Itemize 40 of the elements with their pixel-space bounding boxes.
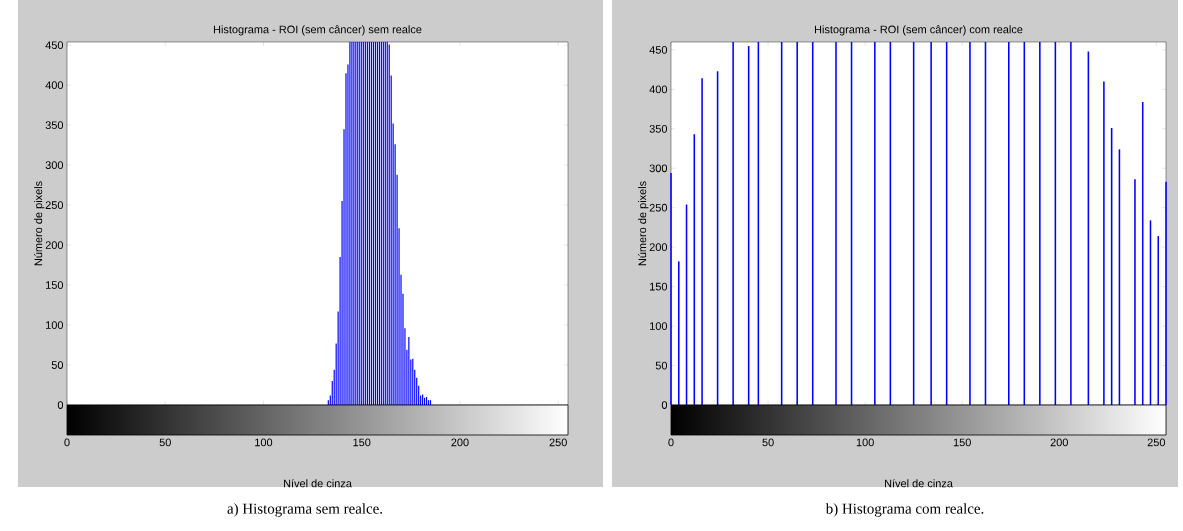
- y-tick-label: 50: [51, 361, 64, 369]
- y-tick-label: 150: [650, 282, 668, 291]
- y-tick-label: 250: [649, 203, 668, 212]
- y-tick-label: 100: [650, 322, 668, 330]
- y-tick-label: 400: [45, 81, 64, 90]
- y-axis-title: Número de pixels: [638, 181, 649, 266]
- x-tick-label: 150: [953, 438, 971, 447]
- y-tick-label: 200: [649, 243, 668, 252]
- chart-title: Histograma - ROI (sem câncer) sem realce: [213, 25, 422, 36]
- x-tick-label: 200: [1050, 438, 1068, 447]
- x-tick-label: 200: [451, 438, 469, 447]
- x-axis-title: Nível de cinza: [284, 479, 352, 488]
- y-tick-label: 50: [655, 361, 668, 370]
- y-tick-label: 250: [45, 201, 64, 209]
- x-tick-label: 100: [856, 438, 874, 447]
- y-tick-label: 0: [661, 401, 668, 409]
- y-axis-title: Número de pixels: [34, 181, 45, 266]
- y-tick-label: 150: [46, 281, 64, 289]
- x-tick-label: 50: [159, 438, 171, 447]
- x-tick-label: 150: [353, 438, 371, 447]
- y-tick-label: 100: [46, 321, 64, 329]
- text: b) Histograma com realce.: [825, 503, 984, 517]
- y-tick-label: 400: [649, 85, 668, 94]
- x-axis-title: Nível de cinza: [885, 479, 953, 488]
- x-tick-label: 250: [549, 438, 567, 447]
- x-tick-label: 0: [668, 438, 674, 447]
- y-tick-label: 300: [649, 164, 668, 173]
- y-tick-label: 200: [45, 241, 64, 249]
- x-tick-label: 100: [255, 438, 273, 447]
- y-tick-label: 450: [45, 41, 64, 50]
- x-tick-label: 250: [1147, 438, 1166, 447]
- y-tick-label: 350: [45, 121, 64, 130]
- y-tick-label: 300: [45, 161, 64, 170]
- chart-title: Histograma - ROI (sem câncer) com realce: [814, 25, 1023, 36]
- x-tick-label: 50: [762, 438, 774, 447]
- y-tick-label: 350: [649, 124, 668, 133]
- x-tick-label: 0: [64, 438, 70, 447]
- text: a) Histograma sem realce.: [227, 503, 383, 517]
- y-tick-label: 0: [57, 401, 64, 409]
- y-tick-label: 450: [649, 46, 668, 54]
